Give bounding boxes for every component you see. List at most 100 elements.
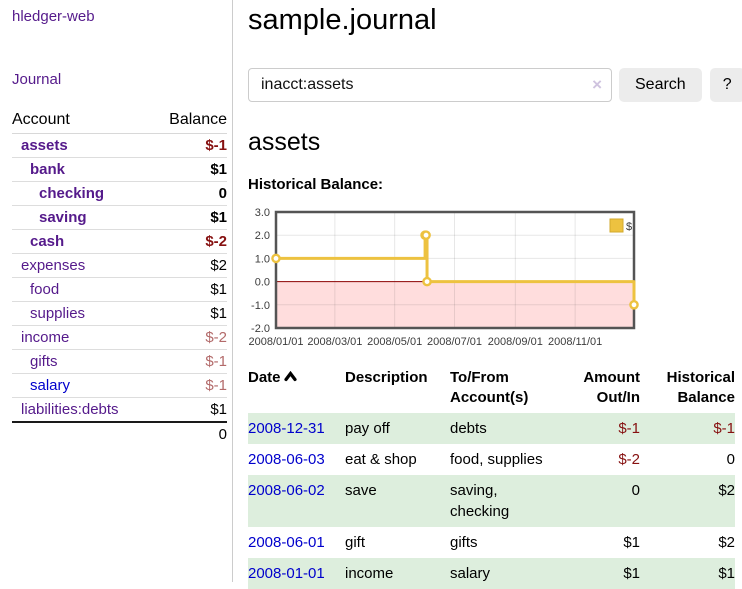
transaction-date-link[interactable]: 2008-01-01: [248, 564, 325, 582]
transaction-description: pay off: [345, 419, 390, 437]
account-link-salary[interactable]: salary: [30, 377, 71, 394]
account-balance: $1: [151, 397, 227, 423]
account-link-bank[interactable]: bank: [30, 161, 66, 178]
account-row: checking 0: [12, 181, 227, 206]
account-link-supplies[interactable]: supplies: [30, 305, 86, 322]
svg-text:1.0: 1.0: [255, 253, 270, 265]
transaction-amount: $1: [623, 533, 640, 551]
account-link-cash[interactable]: cash: [30, 233, 65, 250]
account-link-expenses[interactable]: expenses: [21, 257, 86, 274]
account-link-assets[interactable]: assets: [21, 137, 68, 154]
register-row[interactable]: 2008-06-02 save saving, checking 0 $2: [248, 474, 735, 527]
column-header-date[interactable]: Date: [248, 364, 345, 413]
accounts-header-account: Account: [12, 109, 152, 134]
account-heading: assets: [248, 128, 321, 156]
account-link-gifts[interactable]: gifts: [30, 353, 58, 370]
register-table: Date Description To/From Account(s) Amou…: [248, 364, 735, 589]
register-table-body: 2008-12-31 pay off debts $-1 $-1 2008-06-03 ea…: [248, 412, 735, 589]
account-balance: 0: [151, 181, 227, 206]
transaction-accounts: saving, checking: [450, 481, 510, 520]
transaction-amount: $1: [623, 564, 640, 582]
account-balance: $1: [151, 277, 227, 302]
svg-text:2008/05/01: 2008/05/01: [367, 336, 422, 348]
account-balance: $-2: [151, 325, 227, 350]
register-row[interactable]: 2008-06-01 gift gifts $1 $2: [248, 527, 735, 558]
transaction-accounts: debts: [450, 419, 487, 437]
transaction-balance: $-1: [713, 419, 735, 437]
account-balance: $1: [151, 157, 227, 182]
brand-link[interactable]: hledger-web: [12, 8, 95, 25]
svg-text:2008/11/01: 2008/11/01: [548, 336, 602, 348]
search-form: × Search ?: [248, 68, 742, 102]
transaction-description: gift: [345, 533, 366, 551]
column-header-description: Description: [345, 369, 428, 386]
account-link-food[interactable]: food: [30, 281, 60, 298]
transaction-description: eat & shop: [345, 450, 417, 468]
transaction-accounts: food, supplies: [450, 450, 543, 468]
transaction-date-link[interactable]: 2008-06-03: [248, 450, 325, 468]
account-row: food $1: [12, 277, 227, 302]
svg-text:2008/03/01: 2008/03/01: [307, 336, 362, 348]
account-row: liabilities:debts $1: [12, 397, 227, 423]
clear-search-icon[interactable]: ×: [592, 75, 602, 94]
transaction-date-link[interactable]: 2008-12-31: [248, 419, 325, 437]
account-row: income $-2: [12, 325, 227, 350]
account-link-checking[interactable]: checking: [39, 185, 105, 202]
account-row: saving $1: [12, 205, 227, 230]
account-row: assets $-1: [12, 133, 227, 158]
column-header-amount: Amount Out/In: [583, 369, 640, 407]
transaction-description: income: [345, 564, 394, 582]
register-row[interactable]: 2008-01-01 income salary $1 $1: [248, 557, 735, 589]
transaction-balance: 0: [726, 450, 735, 468]
search-input[interactable]: [248, 68, 612, 102]
transaction-amount: 0: [631, 481, 640, 499]
chart-title: Historical Balance:: [248, 176, 384, 193]
transaction-balance: $1: [718, 564, 735, 582]
help-button[interactable]: ?: [709, 68, 742, 102]
accounts-table-body: assets $-1 bank $1 checking 0 saving $1 cash $-2 e…: [12, 133, 227, 423]
transaction-date-link[interactable]: 2008-06-01: [248, 533, 325, 551]
account-link-saving[interactable]: saving: [39, 209, 87, 226]
page-title: sample.journal: [248, 4, 437, 36]
account-balance: $-1: [151, 349, 227, 374]
account-link-liabilities-debts[interactable]: liabilities:debts: [21, 401, 119, 418]
svg-text:0.0: 0.0: [255, 277, 270, 289]
svg-text:$: $: [626, 221, 632, 233]
register-row[interactable]: 2008-06-03 eat & shop food, supplies $-2 0: [248, 444, 735, 475]
svg-text:3.0: 3.0: [255, 207, 270, 219]
svg-text:2008/07/01: 2008/07/01: [427, 336, 482, 348]
accounts-header-row: Account Balance: [12, 109, 227, 134]
sidebar: hledger-web Journal Account Balance asse…: [0, 0, 233, 582]
transaction-amount: $-1: [618, 419, 640, 437]
accounts-total-balance: 0: [151, 421, 227, 446]
account-balance: $1: [151, 205, 227, 230]
search-box: ×: [248, 68, 612, 102]
transaction-amount: $-2: [618, 450, 640, 468]
transaction-accounts: salary: [450, 564, 491, 582]
sort-ascending-icon: [283, 370, 297, 382]
main-content: sample.journal × Search ? assets Histori…: [233, 0, 742, 589]
accounts-header-balance: Balance: [151, 109, 227, 134]
search-button[interactable]: Search: [619, 68, 702, 102]
svg-text:2.0: 2.0: [255, 230, 270, 242]
transaction-date-link[interactable]: 2008-06-02: [248, 481, 325, 499]
accounts-total-row: 0: [12, 421, 227, 446]
account-balance: $-1: [151, 373, 227, 398]
account-link-income[interactable]: income: [21, 329, 70, 346]
column-header-balance: Historical Balance: [666, 369, 735, 407]
account-balance: $2: [151, 253, 227, 278]
account-row: supplies $1: [12, 301, 227, 326]
svg-text:2008/01/01: 2008/01/01: [248, 336, 303, 348]
register-row[interactable]: 2008-12-31 pay off debts $-1 $-1: [248, 412, 735, 444]
svg-text:2008/09/01: 2008/09/01: [488, 336, 543, 348]
transaction-description: save: [345, 481, 377, 499]
register-header-row: Date Description To/From Account(s) Amou…: [248, 364, 735, 413]
account-balance: $-2: [151, 229, 227, 254]
nav-journal-link[interactable]: Journal: [12, 71, 62, 88]
svg-text:-1.0: -1.0: [251, 300, 270, 312]
account-row: expenses $2: [12, 253, 227, 278]
transaction-balance: $2: [718, 533, 735, 551]
account-balance: $-1: [151, 133, 227, 158]
